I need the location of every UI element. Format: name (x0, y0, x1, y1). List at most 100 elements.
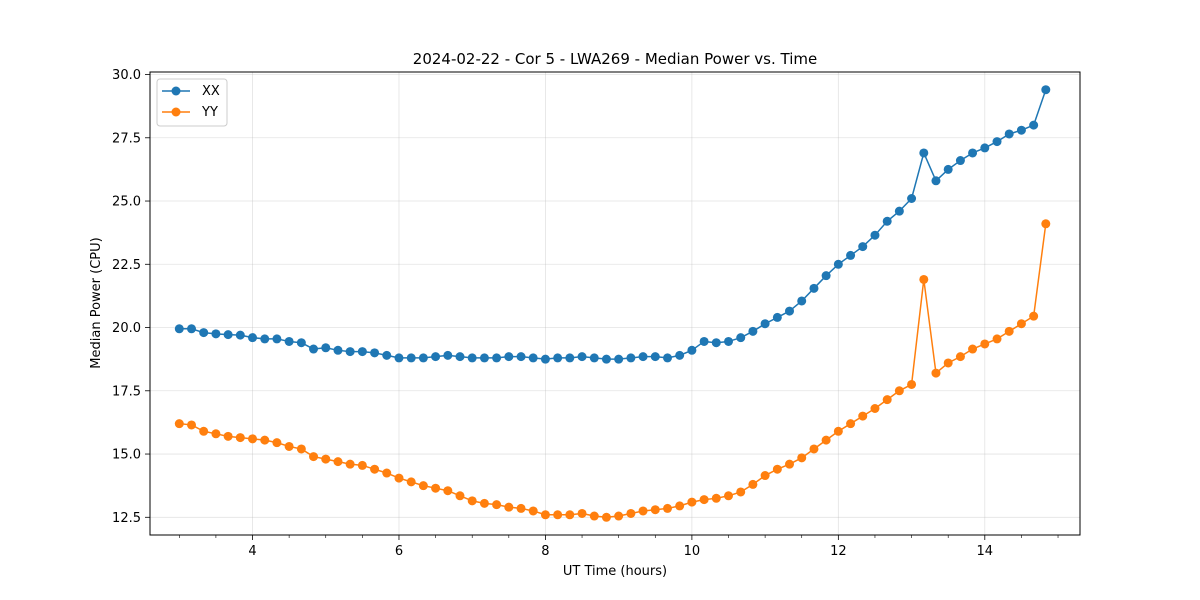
data-point-yy (980, 339, 990, 349)
data-point-yy (711, 493, 721, 503)
data-point-xx (626, 353, 636, 363)
data-point-yy (309, 452, 319, 462)
x-tick-label: 10 (684, 544, 701, 559)
data-point-xx (492, 353, 502, 363)
data-point-xx (943, 164, 953, 174)
data-point-yy (553, 510, 563, 520)
legend: XX YY (156, 78, 228, 127)
data-point-xx (1004, 129, 1014, 139)
data-point-yy (406, 477, 416, 487)
data-point-xx (968, 148, 978, 158)
data-point-xx (1016, 125, 1026, 135)
data-point-xx (821, 271, 831, 281)
data-point-yy (748, 479, 758, 489)
data-point-xx (504, 352, 514, 362)
x-axis-label: UT Time (hours) (563, 564, 667, 579)
y-tick-label: 17.5 (112, 384, 141, 399)
data-point-xx (809, 283, 819, 293)
data-point-yy (260, 435, 270, 445)
data-point-yy (626, 508, 636, 518)
x-tick-label: 12 (830, 544, 847, 559)
data-point-yy (724, 491, 733, 501)
data-point-xx (638, 352, 648, 362)
data-point-xx (248, 333, 258, 343)
data-point-xx (199, 328, 209, 338)
data-point-yy (907, 379, 917, 389)
data-point-xx (223, 330, 233, 340)
data-point-xx (846, 250, 856, 260)
legend-yy-marker (171, 107, 181, 117)
data-point-yy (333, 457, 343, 467)
x-tick-label: 4 (248, 544, 256, 559)
data-point-yy (870, 404, 880, 413)
chart-title: 2024-02-22 - Cor 5 - LWA269 - Median Pow… (413, 50, 817, 68)
grid (150, 72, 1080, 535)
data-point-xx (479, 353, 489, 363)
data-point-yy (431, 483, 441, 493)
data-point-yy (504, 502, 514, 512)
data-point-yy (943, 358, 953, 368)
legend-xx-label: XX (202, 84, 220, 99)
data-point-yy (284, 441, 294, 451)
data-point-xx (797, 296, 807, 306)
data-point-xx (980, 143, 990, 153)
data-point-xx (919, 148, 929, 158)
plot-frame (149, 71, 1081, 536)
data-point-yy (1004, 326, 1014, 336)
data-point-yy (443, 486, 453, 496)
data-point-xx (528, 353, 538, 363)
data-point-xx (370, 348, 380, 358)
data-point-yy (321, 454, 331, 464)
data-point-yy (199, 426, 209, 436)
data-point-xx (431, 352, 441, 362)
data-point-yy (565, 510, 575, 520)
data-point-xx (540, 354, 550, 364)
y-tick-label: 25.0 (112, 195, 141, 210)
data-point-yy (528, 506, 538, 516)
data-point-xx (296, 338, 306, 348)
data-point-yy (785, 459, 794, 469)
data-point-xx (858, 242, 868, 252)
data-point-xx (357, 347, 367, 357)
legend-xx-marker (171, 86, 181, 96)
x-tick-label: 6 (395, 544, 403, 559)
data-point-xx (174, 324, 184, 334)
data-point-yy (809, 444, 819, 454)
data-point-yy (357, 460, 367, 470)
y-tick-label: 22.5 (112, 258, 141, 273)
data-point-yy (540, 510, 550, 520)
data-point-yy (736, 487, 746, 497)
data-point-yy (821, 435, 831, 445)
data-point-yy (1029, 311, 1039, 321)
data-point-yy (833, 426, 843, 436)
data-point-xx (455, 352, 465, 362)
data-point-xx (1029, 120, 1039, 130)
data-point-yy (516, 503, 526, 513)
data-point-xx (394, 353, 404, 363)
data-point-yy (663, 503, 672, 513)
data-point-yy (455, 491, 465, 501)
data-point-xx (736, 333, 746, 343)
y-tick-label: 20.0 (112, 321, 141, 336)
data-point-yy (211, 429, 221, 439)
data-point-yy (418, 481, 428, 491)
data-point-yy (992, 334, 1002, 344)
legend-yy-label: YY (201, 105, 218, 120)
data-point-xx (833, 259, 843, 269)
data-point-xx (321, 343, 331, 353)
data-point-xx (516, 352, 526, 362)
data-point-xx (882, 216, 892, 226)
data-point-yy (687, 497, 697, 507)
data-point-xx (663, 353, 672, 363)
data-point-yy (1016, 319, 1026, 329)
data-point-xx (699, 336, 709, 346)
data-point-yy (968, 344, 978, 354)
data-point-yy (919, 274, 929, 284)
data-point-yy (345, 459, 355, 469)
data-point-xx (443, 350, 453, 360)
y-tick-label: 27.5 (112, 131, 141, 146)
data-point-xx (931, 176, 941, 186)
data-point-yy (882, 395, 892, 405)
data-point-xx (260, 334, 270, 344)
data-point-xx (614, 354, 624, 364)
